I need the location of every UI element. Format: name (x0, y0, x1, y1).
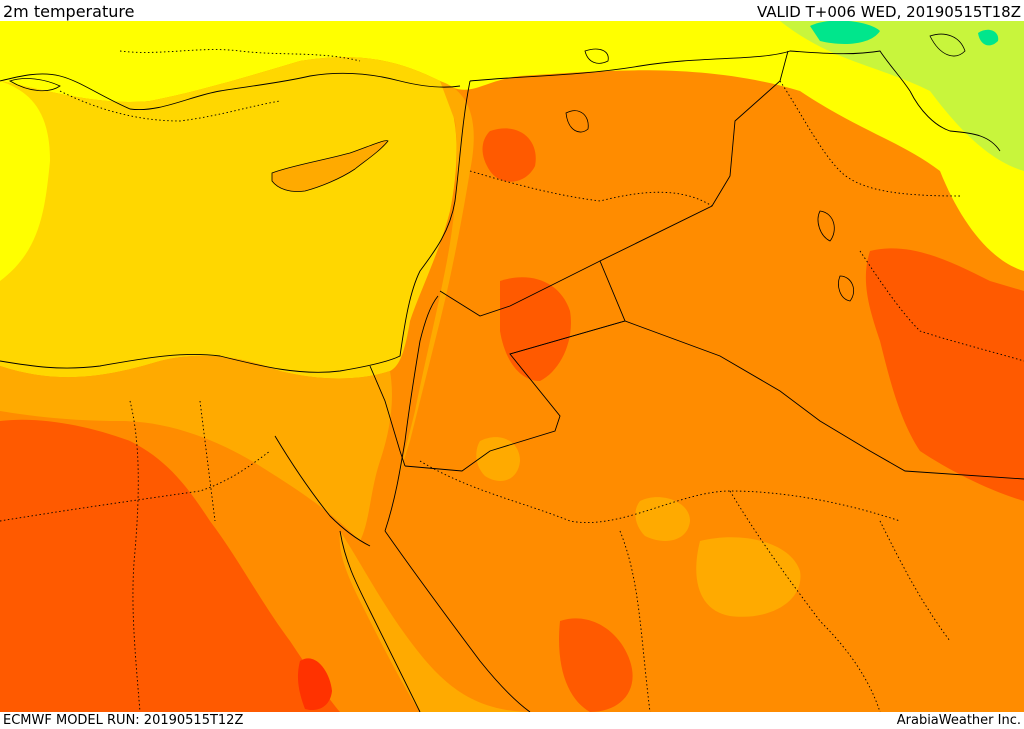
northeast-cool-spot-2 (978, 29, 999, 46)
temperature-map (0, 21, 1024, 712)
levant-light-orange (385, 81, 474, 531)
valid-time-label: VALID T+006 WED, 20190515T18Z (756, 3, 1021, 21)
syria-hot-spot (482, 128, 536, 182)
cyprus-island (271, 140, 389, 192)
west-yellow-coast (0, 81, 50, 281)
red-sea-light (339, 531, 530, 712)
credit-label: ArabiaWeather Inc. (896, 713, 1021, 728)
province-borders (0, 49, 1024, 712)
map-title: 2m temperature (3, 2, 135, 21)
footer-bar: ECMWF MODEL RUN: 20190515T12Z ArabiaWeat… (0, 712, 1024, 729)
arabia-light-patch-3 (476, 437, 520, 481)
egypt-red-core (297, 658, 332, 711)
header-bar: 2m temperature VALID T+006 WED, 20190515… (0, 0, 1024, 21)
arabia-hot-patch (500, 277, 571, 381)
northeast-cool-spot (810, 21, 880, 44)
model-run-label: ECMWF MODEL RUN: 20190515T12Z (3, 713, 244, 728)
arabia-light-patch-2 (635, 497, 690, 541)
iraq-hot-region (865, 248, 1024, 501)
arabia-light-patch-1 (696, 537, 801, 617)
mediterranean-sea (0, 57, 457, 379)
coastlines (0, 50, 1001, 712)
lakes-and-islands (9, 33, 966, 302)
egypt-hot-region (0, 419, 340, 712)
country-borders (369, 50, 1024, 480)
coastal-light-orange (0, 355, 392, 541)
temperature-map-svg (0, 21, 1024, 712)
northeast-green-patch (780, 21, 1024, 171)
south-hot-patch (559, 618, 633, 712)
